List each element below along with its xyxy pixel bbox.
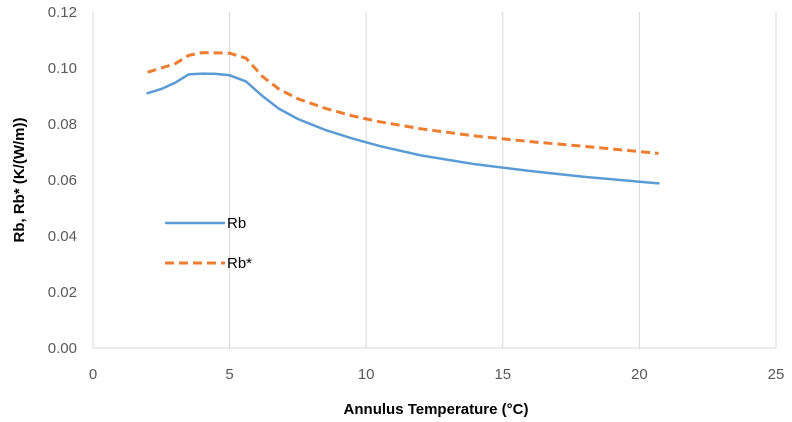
legend-label-rb-star: Rb* (227, 255, 252, 272)
axes (93, 12, 776, 348)
x-axis-title: Annulus Temperature (°C) (344, 401, 529, 418)
x-tick-label-15: 15 (494, 366, 511, 383)
tick-labels: 0 5 10 15 20 25 0.00 0.02 0.04 0.06 0.08 0.10 0.12 (48, 4, 785, 383)
x-tick-label-10: 10 (358, 366, 375, 383)
y-tick-label-0.00: 0.00 (48, 340, 77, 357)
y-tick-label-0.12: 0.12 (48, 4, 77, 21)
gridlines (230, 12, 776, 348)
series-line-rb (148, 74, 659, 184)
x-tick-label-20: 20 (631, 366, 648, 383)
y-tick-label-0.02: 0.02 (48, 284, 77, 301)
y-tick-label-0.10: 0.10 (48, 60, 77, 77)
x-tick-label-5: 5 (225, 366, 233, 383)
series-lines (148, 53, 659, 184)
y-tick-label-0.04: 0.04 (48, 228, 77, 245)
legend: Rb Rb* (165, 215, 252, 272)
y-tick-label-0.06: 0.06 (48, 172, 77, 189)
x-tick-label-25: 25 (768, 366, 785, 383)
series-line-rb-star (148, 53, 659, 154)
y-axis-title: Rb, Rb* (K/(W/m)) (11, 118, 28, 243)
y-tick-label-0.08: 0.08 (48, 116, 77, 133)
legend-label-rb: Rb (227, 215, 246, 232)
x-tick-label-0: 0 (89, 366, 97, 383)
